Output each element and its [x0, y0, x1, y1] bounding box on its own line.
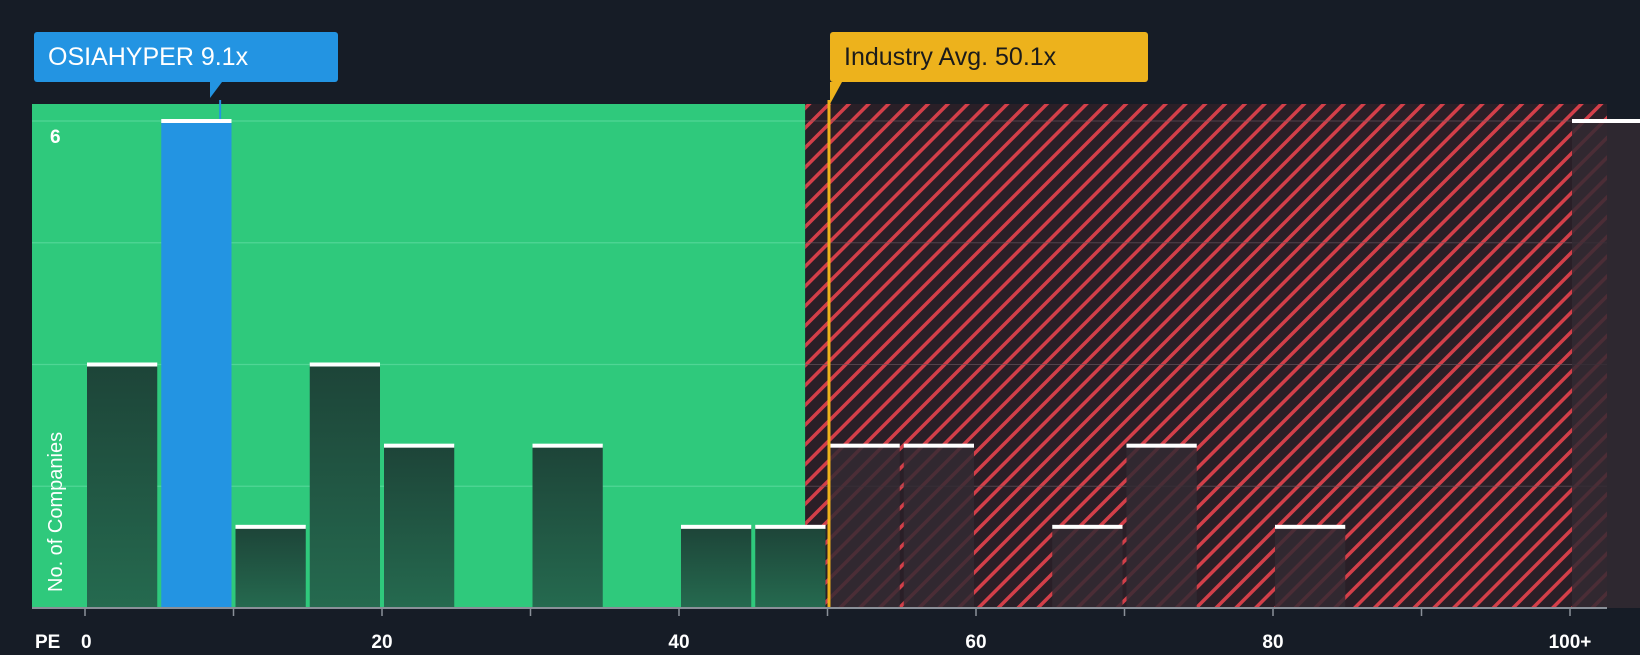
industry-callout-pointer	[830, 82, 842, 104]
plot-zones	[32, 104, 1607, 608]
x-tick-label: 100+	[1549, 632, 1592, 650]
histogram-bar	[384, 445, 455, 608]
histogram-bar	[1126, 445, 1197, 608]
histogram-bar	[755, 526, 826, 608]
bar-cap	[384, 443, 455, 448]
highlighted-bar	[161, 121, 232, 608]
bar-cap	[903, 443, 974, 448]
company-callout-pointer	[210, 82, 222, 98]
bar-cap	[1275, 524, 1346, 529]
gridlines: 6	[32, 120, 1607, 487]
y-axis-label: No. of Companies	[45, 432, 67, 592]
histogram-bar	[681, 526, 752, 608]
bar-cap	[532, 443, 603, 448]
histogram-bar	[829, 445, 900, 608]
bar-cap	[681, 524, 752, 529]
x-tick-label: 20	[371, 632, 392, 650]
x-axis-label: PE	[35, 632, 60, 650]
histogram-bar	[1275, 526, 1346, 608]
x-axis: 0 20 40 60 80 100+	[32, 607, 1607, 653]
bar-cap	[755, 524, 826, 529]
histogram-bar	[235, 526, 306, 608]
x-tick-label: 40	[668, 632, 689, 650]
histogram-bar	[903, 445, 974, 608]
y-tick-label: 6	[50, 127, 61, 148]
bar-cap	[235, 524, 306, 529]
company-pe-label: OSIAHYPER 9.1x	[48, 43, 249, 71]
x-tick-label: 80	[1262, 632, 1283, 650]
company-pe-callout: OSIAHYPER 9.1x	[34, 32, 338, 98]
bar-cap	[829, 443, 900, 448]
bar-cap	[1052, 524, 1123, 529]
histogram-bar	[87, 364, 158, 608]
industry-avg-callout: Industry Avg. 50.1x	[830, 32, 1148, 104]
reference-lines	[219, 100, 831, 608]
industry-avg-label: Industry Avg. 50.1x	[844, 43, 1057, 71]
bar-cap	[1126, 443, 1197, 448]
bar-cap	[309, 362, 380, 367]
histogram-bar	[1572, 121, 1640, 608]
histogram-bars	[87, 119, 1640, 608]
bar-cap	[1572, 119, 1640, 123]
histogram-bar	[1052, 526, 1123, 608]
x-tick-label: 60	[965, 632, 986, 650]
histogram-bar	[309, 364, 380, 608]
bar-cap	[161, 119, 232, 123]
histogram-bar	[532, 445, 603, 608]
bar-cap	[87, 362, 158, 367]
x-tick-label: 0	[81, 632, 92, 650]
